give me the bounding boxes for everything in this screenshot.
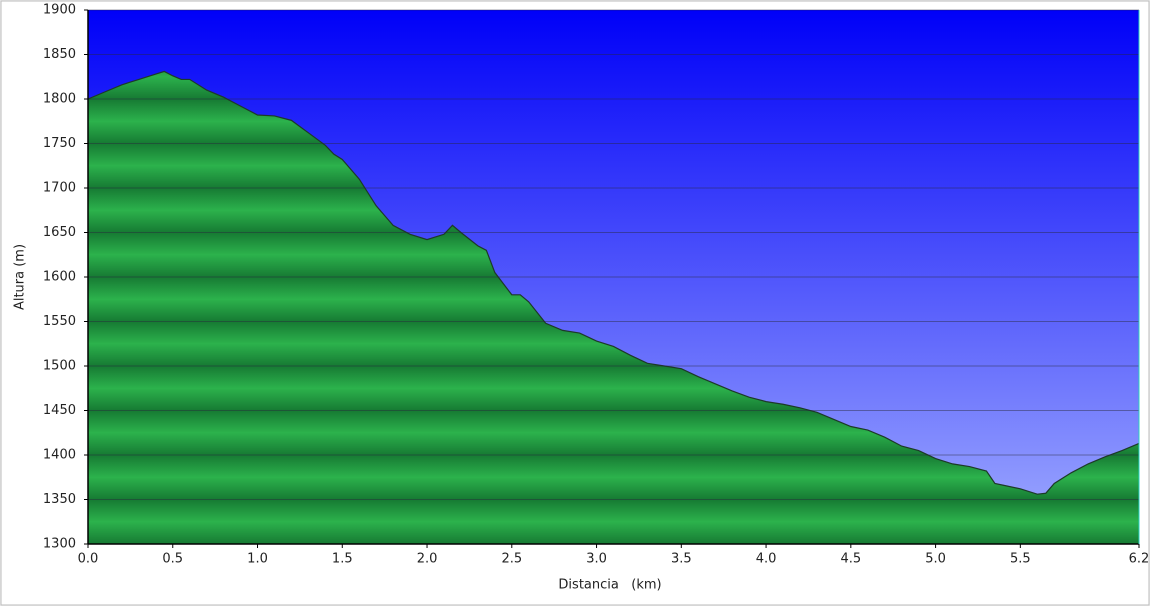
y-tick-label: 1750 xyxy=(43,136,76,151)
y-tick-label: 1400 xyxy=(43,448,76,463)
x-tick-label: 3.5 xyxy=(671,552,692,567)
x-tick-label: 2.5 xyxy=(501,552,522,567)
y-tick-label: 1650 xyxy=(43,225,76,240)
x-tick-label: 2.0 xyxy=(417,552,438,567)
x-tick-label: 4.0 xyxy=(756,552,777,567)
y-tick-label: 1900 xyxy=(43,3,76,18)
x-axis-label: Distancia (km) xyxy=(558,578,661,593)
area-fill xyxy=(88,71,1139,544)
y-tick-label: 1550 xyxy=(43,314,76,329)
x-tick-label: 0.5 xyxy=(162,552,183,567)
x-tick-label: 0.0 xyxy=(78,552,99,567)
y-tick-label: 1350 xyxy=(43,492,76,507)
x-tick-label: 1.5 xyxy=(332,552,353,567)
y-tick-label: 1700 xyxy=(43,181,76,196)
y-tick-label: 1600 xyxy=(43,270,76,285)
y-tick-label: 1850 xyxy=(43,47,76,62)
y-tick-label: 1300 xyxy=(43,537,76,552)
elevation-line xyxy=(87,70,1140,495)
x-tick-label: 5.0 xyxy=(925,552,946,567)
x-tick-label: 3.0 xyxy=(586,552,607,567)
y-axis-label: Altura (m) xyxy=(13,244,28,310)
x-tick-label: 4.5 xyxy=(840,552,861,567)
x-tick-label: 6.2 xyxy=(1129,552,1150,567)
y-tick-label: 1450 xyxy=(43,403,76,418)
y-tick-label: 1800 xyxy=(43,92,76,107)
y-tick-label: 1500 xyxy=(43,359,76,374)
x-tick-label: 5.5 xyxy=(1010,552,1031,567)
x-tick-label: 1.0 xyxy=(247,552,268,567)
